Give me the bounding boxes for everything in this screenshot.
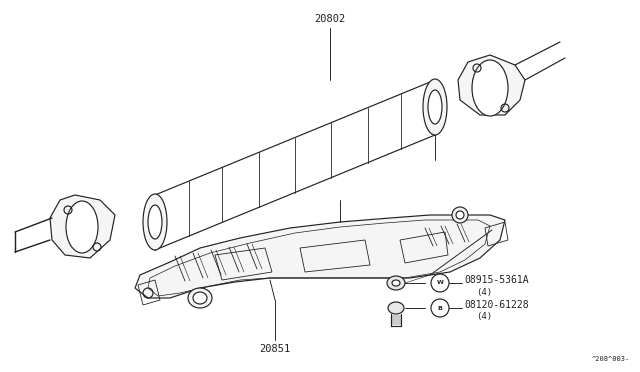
Ellipse shape	[456, 211, 464, 219]
Text: 20851: 20851	[259, 344, 291, 354]
Text: 20802: 20802	[314, 14, 346, 24]
Text: 08915-5361A: 08915-5361A	[464, 275, 529, 285]
Ellipse shape	[66, 201, 98, 253]
Text: W: W	[436, 280, 444, 285]
Text: (4): (4)	[476, 312, 492, 321]
Text: 08120-61228: 08120-61228	[464, 300, 529, 310]
Text: ^208^003-: ^208^003-	[592, 356, 630, 362]
Text: (4): (4)	[476, 288, 492, 296]
Polygon shape	[135, 215, 505, 298]
Polygon shape	[458, 55, 525, 115]
Ellipse shape	[387, 276, 405, 290]
Polygon shape	[50, 195, 115, 258]
Text: B: B	[438, 305, 442, 311]
Ellipse shape	[472, 60, 508, 116]
Ellipse shape	[423, 79, 447, 135]
Ellipse shape	[428, 90, 442, 124]
Ellipse shape	[148, 205, 162, 239]
Ellipse shape	[193, 292, 207, 304]
Ellipse shape	[452, 207, 468, 223]
Ellipse shape	[388, 302, 404, 314]
Ellipse shape	[188, 288, 212, 308]
Ellipse shape	[143, 194, 167, 250]
Ellipse shape	[392, 280, 400, 286]
